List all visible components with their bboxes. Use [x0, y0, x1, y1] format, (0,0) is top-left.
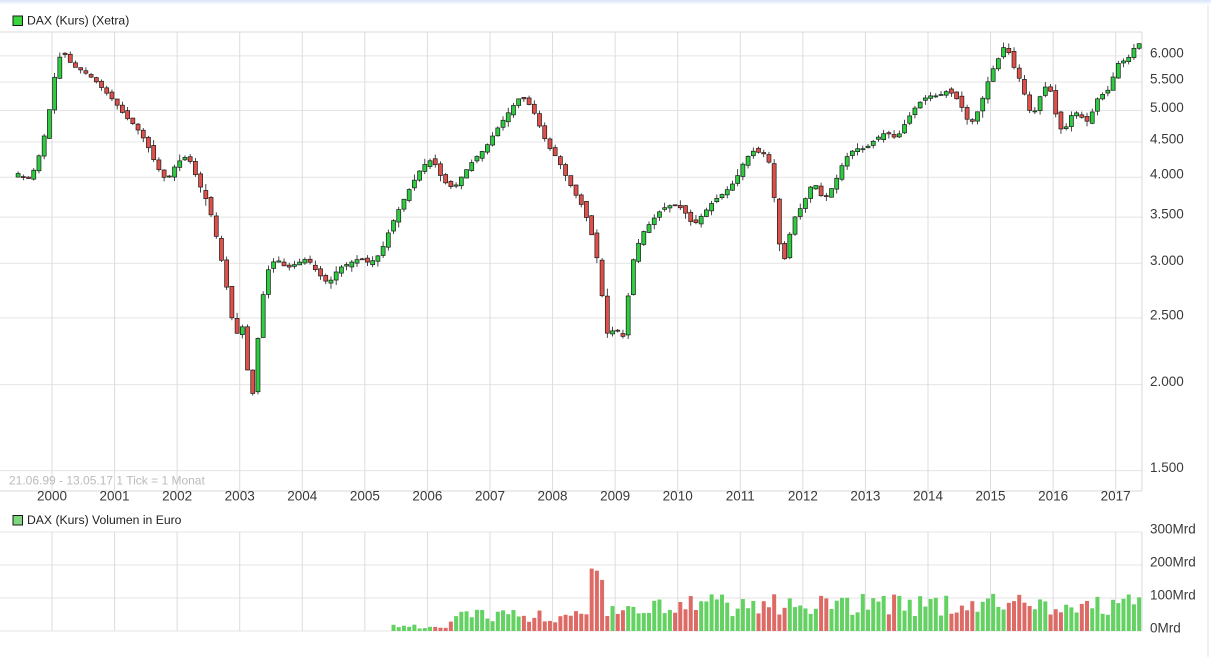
- svg-text:2004: 2004: [287, 489, 318, 504]
- svg-text:2017: 2017: [1101, 489, 1131, 504]
- svg-text:2.000: 2.000: [1150, 374, 1184, 389]
- svg-text:2007: 2007: [475, 489, 505, 504]
- svg-text:2009: 2009: [600, 489, 630, 504]
- svg-text:2013: 2013: [850, 489, 880, 504]
- svg-text:2005: 2005: [350, 489, 380, 504]
- svg-text:0Mrd: 0Mrd: [1150, 621, 1181, 636]
- svg-text:6.000: 6.000: [1150, 45, 1184, 60]
- svg-text:2011: 2011: [726, 489, 755, 504]
- svg-text:2001: 2001: [100, 489, 130, 504]
- svg-text:200Mrd: 200Mrd: [1150, 555, 1196, 570]
- svg-text:300Mrd: 300Mrd: [1150, 522, 1196, 537]
- svg-text:DAX (Kurs) Volumen in Euro: DAX (Kurs) Volumen in Euro: [27, 513, 182, 527]
- svg-text:2015: 2015: [976, 489, 1006, 504]
- svg-text:4.000: 4.000: [1150, 167, 1184, 182]
- svg-text:5.500: 5.500: [1150, 71, 1184, 86]
- svg-text:3.000: 3.000: [1150, 253, 1184, 268]
- svg-text:2014: 2014: [913, 489, 944, 504]
- svg-text:5.000: 5.000: [1150, 100, 1184, 115]
- svg-text:2012: 2012: [788, 489, 818, 504]
- svg-text:2008: 2008: [538, 489, 568, 504]
- svg-text:DAX (Kurs) (Xetra): DAX (Kurs) (Xetra): [27, 14, 129, 28]
- svg-text:3.500: 3.500: [1150, 207, 1184, 222]
- svg-text:2003: 2003: [225, 489, 255, 504]
- svg-text:2002: 2002: [162, 489, 192, 504]
- svg-text:1.500: 1.500: [1150, 460, 1184, 475]
- svg-text:2000: 2000: [37, 489, 67, 504]
- svg-text:2016: 2016: [1038, 489, 1068, 504]
- svg-text:4.500: 4.500: [1150, 131, 1184, 146]
- svg-text:21.06.99 - 13.05.17 1 Tick =: 21.06.99 - 13.05.17 1 Tick = 1 Monat: [9, 474, 205, 488]
- svg-text:2006: 2006: [412, 489, 442, 504]
- svg-text:100Mrd: 100Mrd: [1150, 588, 1196, 603]
- svg-text:2.500: 2.500: [1150, 307, 1184, 322]
- svg-text:2010: 2010: [663, 489, 693, 504]
